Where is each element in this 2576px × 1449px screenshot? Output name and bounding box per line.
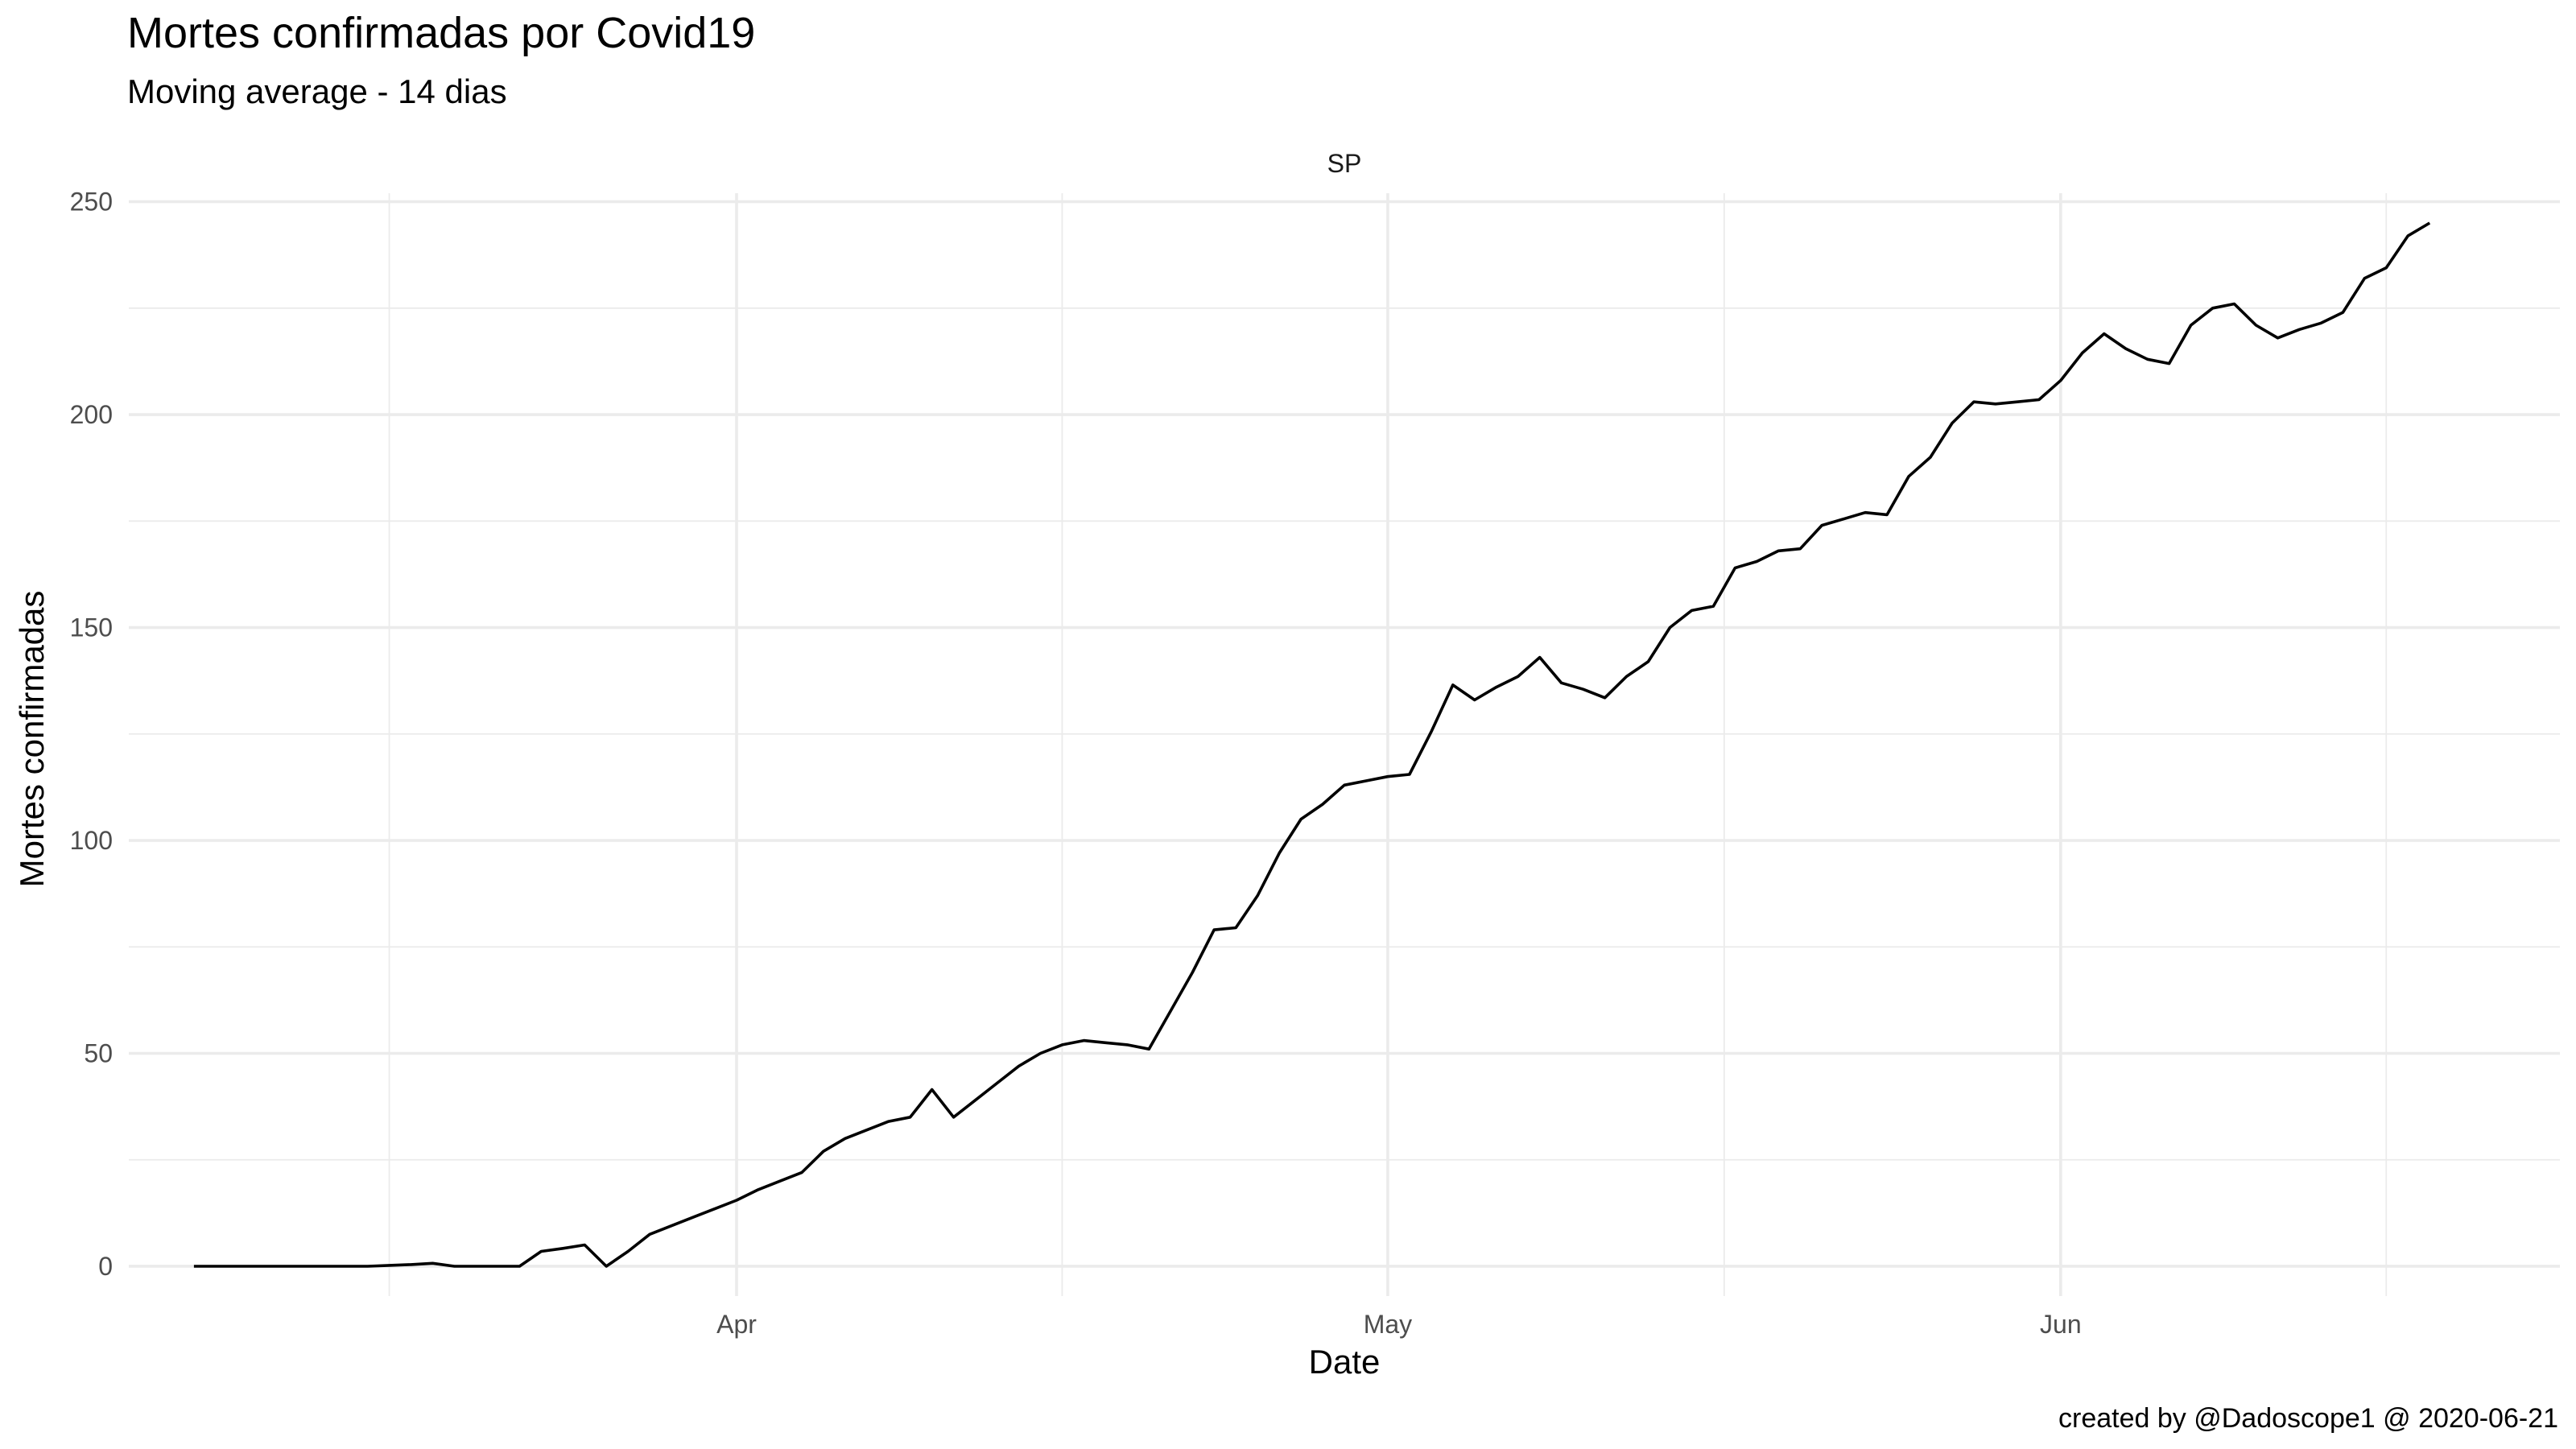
facet-label-sp: SP	[1327, 149, 1362, 178]
y-axis-ticks: 0 50 100 150 200 250	[70, 188, 113, 1281]
chart-caption: created by @Dadoscope1 @ 2020-06-21	[2058, 1403, 2558, 1434]
x-tick-label: May	[1364, 1310, 1412, 1339]
x-axis-ticks: Apr May Jun	[716, 1310, 2082, 1339]
x-tick-label: Jun	[2040, 1310, 2082, 1339]
x-tick-label: Apr	[716, 1310, 757, 1339]
y-tick-label: 100	[70, 826, 113, 855]
y-tick-label: 0	[98, 1252, 113, 1281]
y-tick-label: 250	[70, 188, 113, 217]
chart-subtitle: Moving average - 14 dias	[127, 72, 507, 110]
series-line-sp	[193, 221, 2431, 1268]
y-tick-label: 150	[70, 613, 113, 642]
y-tick-label: 50	[84, 1038, 113, 1067]
grid-minor	[129, 193, 2560, 1296]
y-tick-label: 200	[70, 400, 113, 429]
x-axis-title: Date	[1309, 1343, 1381, 1381]
grid-major	[129, 193, 2560, 1296]
chart-title: Mortes confirmadas por Covid19	[127, 9, 756, 57]
y-axis-title: Mortes confirmadas	[13, 591, 51, 888]
